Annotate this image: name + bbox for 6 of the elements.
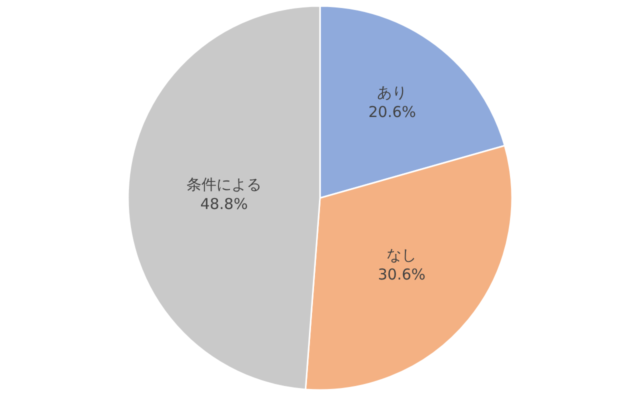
slice-label: なし [386, 246, 417, 264]
data-label: 30.6% [378, 265, 426, 284]
slice-label: あり [377, 84, 408, 102]
data-label: 20.6% [368, 103, 416, 122]
data-label: 48.8% [200, 195, 248, 214]
slice-label: 条件による [186, 176, 262, 194]
